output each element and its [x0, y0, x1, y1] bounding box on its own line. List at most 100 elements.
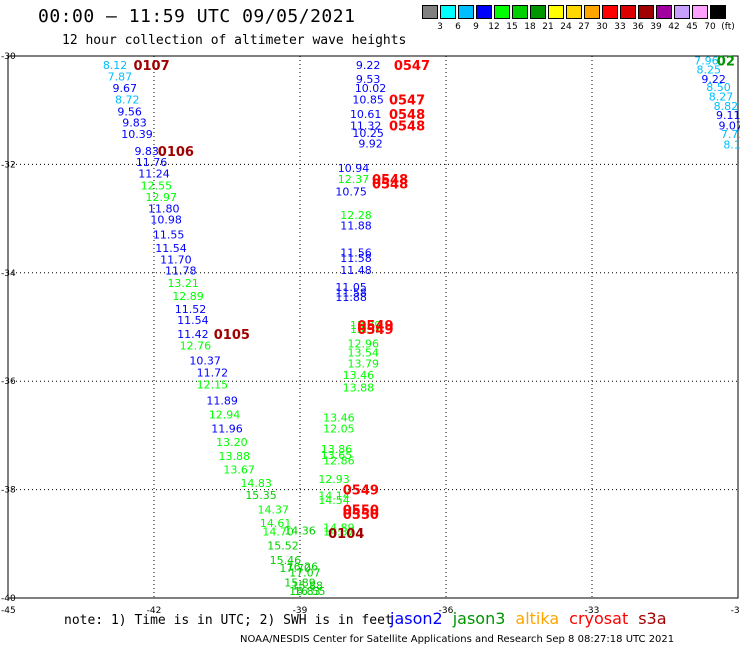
wave-height-value: 9.92 [358, 137, 383, 150]
scale-label: 3 [437, 22, 443, 32]
wave-height-value: 11.80 [148, 202, 180, 215]
wave-height-value: 8.72 [115, 93, 140, 106]
pass-time-label: 0547 [389, 93, 425, 108]
pass-time-label: 0548 [372, 173, 408, 188]
pass-time-label: 0548 [372, 177, 408, 192]
wave-height-value: 11.88 [340, 220, 372, 233]
wave-height-value: 11.96 [211, 422, 243, 435]
wave-height-value: 14.61 [260, 517, 292, 530]
wave-height-value: 15.35 [245, 489, 277, 502]
wave-height-value: 9.11 [716, 109, 740, 122]
wave-height-value: 8.25 [697, 64, 722, 77]
wave-height-value: 13.65 [321, 449, 353, 462]
wave-height-value: 10.25 [352, 127, 384, 140]
legend-jason2: jason2 [390, 609, 443, 628]
wave-height-value: 13.88 [343, 382, 375, 395]
wave-height-value: 9.83 [134, 145, 159, 158]
lon-tick-label: -39 [293, 606, 308, 616]
pass-time-label: 0549 [357, 323, 393, 338]
wave-height-value: 13.20 [216, 436, 248, 449]
wave-height-value: 12.15 [197, 378, 229, 391]
wave-height-value: 17.70 [279, 562, 311, 575]
pass-time-label: 02 [717, 54, 735, 69]
pass-time-label: 0106 [158, 145, 194, 160]
wave-height-value: 16.55 [294, 585, 326, 598]
wave-height-value: 12.93 [318, 473, 350, 486]
scale-swatch [440, 5, 456, 19]
wave-height-value: 14.70 [262, 525, 294, 538]
note-text: note: 1) Time is in UTC; 2) SWH is in fe… [64, 613, 393, 628]
legend-cryosat: cryosat [569, 609, 629, 628]
wave-height-value: 12.96 [348, 337, 380, 350]
lat-tick-label: -40 [1, 594, 16, 604]
lon-tick-label: -36 [439, 606, 454, 616]
wave-height-value: 11.55 [153, 228, 185, 241]
wave-height-value: 12.86 [323, 454, 355, 467]
wave-height-value: 7.96 [694, 54, 719, 67]
scale-swatch [710, 5, 726, 19]
wave-height-value: 8.10 [723, 138, 740, 151]
wave-height-value: 7.87 [108, 71, 133, 84]
pass-time-label: 0548 [389, 119, 425, 134]
wave-height-value: 10.94 [338, 162, 370, 175]
scale-swatch [620, 5, 636, 19]
wave-height-value: 12.97 [146, 191, 178, 204]
satellite-legend: jason2 jason3 altika cryosat s3a [390, 609, 677, 628]
wave-height-value: 8.12 [103, 59, 128, 72]
scale-swatch [584, 5, 600, 19]
wave-height-value: 13.67 [223, 464, 255, 477]
wave-height-value: 11.54 [177, 314, 209, 327]
wave-height-value: 14.37 [257, 504, 289, 517]
map-frame [7, 55, 739, 599]
scale-label: 36 [632, 22, 644, 32]
pass-time-label: 0549 [343, 484, 379, 499]
pass-time-label: 0550 [343, 508, 379, 523]
scale-label: 21 [542, 22, 554, 32]
wave-height-value: 13.46 [323, 412, 355, 425]
wave-height-value: 12.94 [209, 408, 241, 421]
lat-tick-label: -36 [1, 377, 16, 387]
scale-label: 33 [614, 22, 626, 32]
scale-label: (ft) [721, 22, 735, 32]
wave-height-value: 11.89 [206, 395, 238, 408]
scale-swatch [530, 5, 546, 19]
wave-height-value: 9.56 [117, 105, 142, 118]
wave-height-value: 8.50 [706, 81, 731, 94]
lat-tick-label: -34 [1, 269, 16, 279]
wave-height-value: 16.26 [287, 561, 319, 574]
wave-height-value: 11.42 [177, 328, 209, 341]
wave-height-value: 15.46 [270, 554, 302, 567]
scale-label: 18 [524, 22, 536, 32]
lon-tick-label: -30 [731, 606, 740, 616]
wave-height-value: 13.88 [219, 450, 251, 463]
wave-height-value: 10.85 [352, 93, 384, 106]
wave-height-value: 14.36 [284, 524, 316, 537]
legend-s3a: s3a [638, 609, 667, 628]
wave-height-value: 11.54 [155, 242, 187, 255]
wave-height-value: 9.22 [356, 59, 381, 72]
wave-height-value: 15.52 [267, 539, 299, 552]
scale-label: 24 [560, 22, 572, 32]
wave-height-value: 14.83 [240, 477, 272, 490]
scale-swatch [422, 5, 438, 19]
lon-tick-label: -33 [585, 606, 600, 616]
scale-swatch [566, 5, 582, 19]
scale-label: 70 [704, 22, 716, 32]
wave-height-value: 14.37 [323, 525, 355, 538]
scale-label: 39 [650, 22, 662, 32]
lat-tick-label: -38 [1, 486, 16, 496]
pass-time-label: 0107 [133, 59, 169, 74]
scale-swatch [476, 5, 492, 19]
wave-height-value: 13.54 [348, 346, 380, 359]
legend-altika: altika [515, 609, 560, 628]
wave-height-value: 13.46 [343, 369, 375, 382]
scale-swatch [692, 5, 708, 19]
scale-label: 42 [668, 22, 680, 32]
wave-height-value: 12.37 [338, 173, 370, 186]
wave-height-value: 11.56 [340, 247, 372, 260]
wave-height-value: 11.24 [138, 168, 170, 181]
scale-label: 15 [506, 22, 518, 32]
wave-height-value: 9.83 [122, 117, 147, 130]
wave-height-value: 10.02 [355, 82, 387, 95]
wave-height-value: 7.73 [721, 128, 740, 141]
